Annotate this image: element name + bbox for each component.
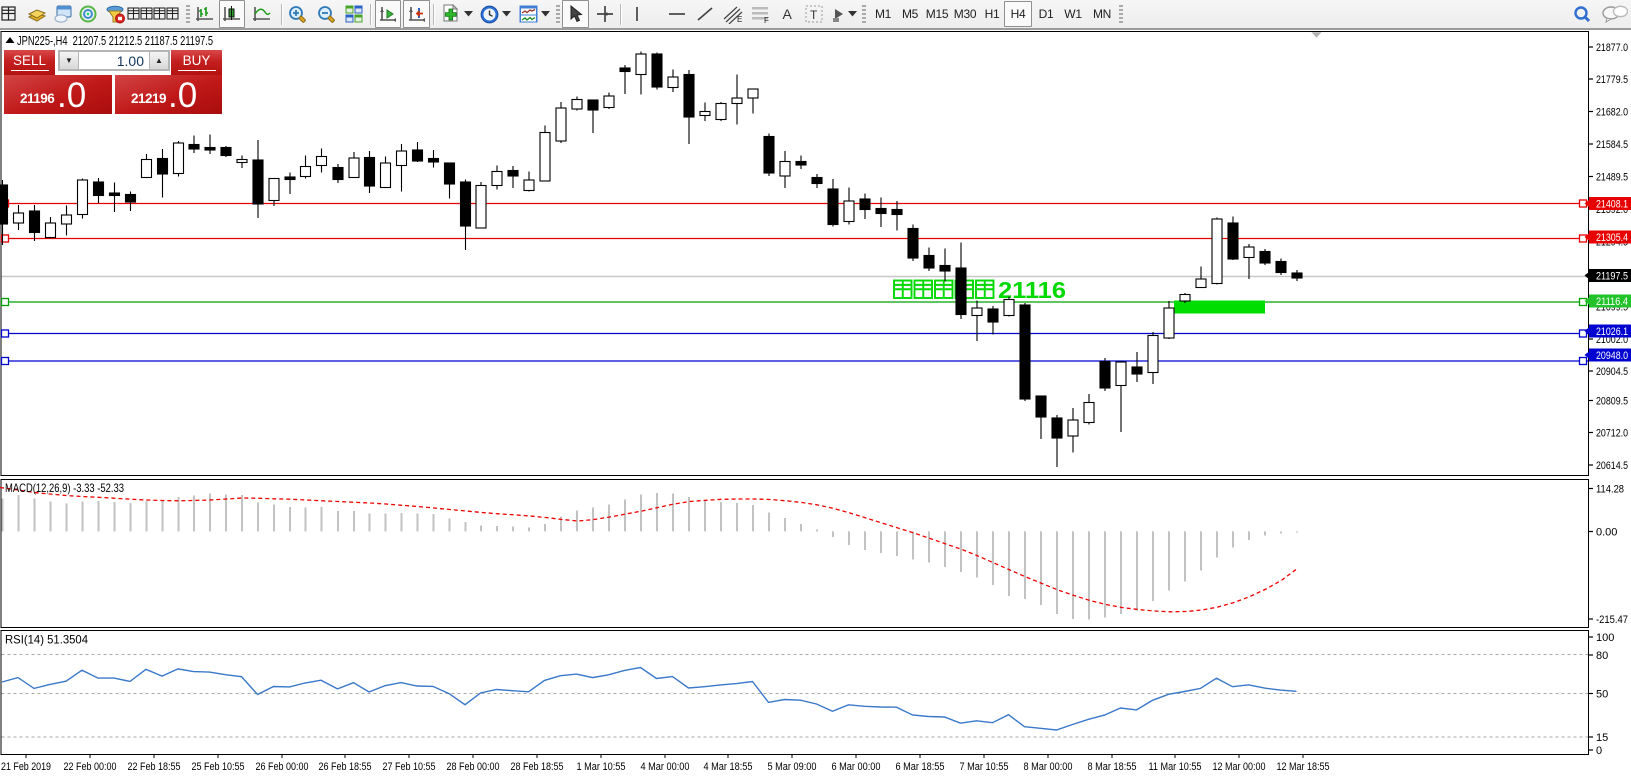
svg-text:21877.0: 21877.0 [1596,42,1628,54]
svg-text:26 Feb 18:55: 26 Feb 18:55 [319,761,372,773]
svg-text:21197.5: 21197.5 [1596,271,1628,283]
svg-text:15: 15 [1596,732,1608,744]
svg-text:27 Feb 10:55: 27 Feb 10:55 [383,761,436,773]
svg-text:21305.4: 21305.4 [1596,232,1628,244]
svg-text:5 Mar 09:00: 5 Mar 09:00 [768,761,817,773]
svg-text:21116.4: 21116.4 [1596,296,1628,308]
svg-text:80: 80 [1596,650,1608,662]
svg-text:28 Feb 00:00: 28 Feb 00:00 [447,761,500,773]
svg-text:0.00: 0.00 [1596,527,1617,539]
svg-text:E: E [737,15,742,24]
svg-text:50: 50 [1596,689,1608,701]
svg-text:12 Mar 18:55: 12 Mar 18:55 [1277,761,1330,773]
svg-text:28 Feb 18:55: 28 Feb 18:55 [511,761,564,773]
svg-text:22 Feb 00:00: 22 Feb 00:00 [64,761,117,773]
svg-text:T: T [810,8,818,22]
svg-text:21489.5: 21489.5 [1596,172,1628,184]
svg-text:JPN225-,H4 21207.5 21212.5 21: JPN225-,H4 21207.5 21212.5 21187.5 21197… [17,34,213,48]
svg-text:-215.47: -215.47 [1596,614,1628,626]
svg-text:21584.5: 21584.5 [1596,139,1628,151]
svg-text:MACD(12,26,9) -3.33 -52.33: MACD(12,26,9) -3.33 -52.33 [5,481,124,495]
svg-text:22 Feb 18:55: 22 Feb 18:55 [128,761,181,773]
svg-text:4 Mar 18:55: 4 Mar 18:55 [704,761,753,773]
svg-text:25 Feb 10:55: 25 Feb 10:55 [192,761,245,773]
svg-text:1 Mar 10:55: 1 Mar 10:55 [577,761,626,773]
svg-text:21 Feb 2019: 21 Feb 2019 [1,761,51,773]
svg-text:8 Mar 00:00: 8 Mar 00:00 [1024,761,1073,773]
svg-text:20614.5: 20614.5 [1596,460,1628,472]
svg-text:6 Mar 18:55: 6 Mar 18:55 [896,761,945,773]
svg-text:20712.0: 20712.0 [1596,428,1628,440]
svg-text:20809.5: 20809.5 [1596,396,1628,408]
svg-text:100: 100 [1596,632,1614,644]
svg-text:20904.5: 20904.5 [1596,366,1628,378]
svg-text:12 Mar 00:00: 12 Mar 00:00 [1213,761,1266,773]
svg-text:114.28: 114.28 [1596,484,1624,496]
svg-text:6 Mar 00:00: 6 Mar 00:00 [832,761,881,773]
svg-text:F: F [764,16,769,24]
svg-text:21682.0: 21682.0 [1596,107,1628,119]
svg-text:4 Mar 00:00: 4 Mar 00:00 [641,761,690,773]
svg-text:21779.5: 21779.5 [1596,74,1628,86]
svg-text:RSI(14) 51.3504: RSI(14) 51.3504 [5,633,88,647]
svg-text:26 Feb 00:00: 26 Feb 00:00 [256,761,309,773]
svg-text:21026.1: 21026.1 [1596,326,1628,338]
svg-text:7 Mar 10:55: 7 Mar 10:55 [960,761,1009,773]
svg-text:8 Mar 18:55: 8 Mar 18:55 [1088,761,1137,773]
svg-text:21408.1: 21408.1 [1596,199,1628,211]
svg-text:0: 0 [1596,745,1602,757]
svg-text:20948.0: 20948.0 [1596,350,1628,362]
svg-text:11 Mar 10:55: 11 Mar 10:55 [1149,761,1202,773]
